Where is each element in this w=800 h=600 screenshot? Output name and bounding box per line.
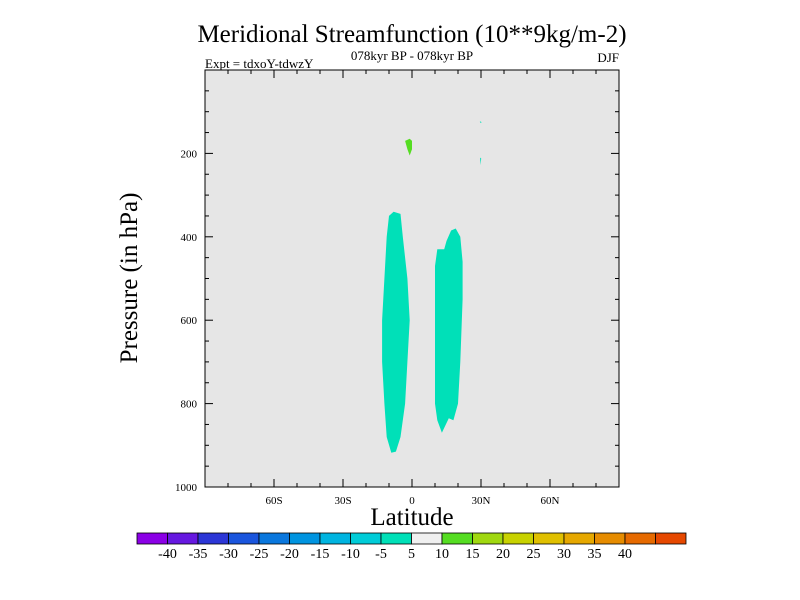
x-tick-label: 60N [541, 495, 560, 507]
colorbar-swatch [289, 532, 321, 545]
experiment-label: Expt = tdxoY-tdwzY [205, 56, 314, 71]
colorbar-swatch [380, 532, 412, 545]
x-tick-label: 60S [265, 495, 282, 507]
colorbar-label: 25 [527, 547, 541, 562]
colorbar-label: 35 [588, 547, 602, 562]
colorbar-swatch [563, 532, 595, 545]
contour-region-5 [405, 138, 412, 156]
colorbar [136, 532, 687, 545]
season-label: DJF [597, 50, 619, 65]
colorbar-swatch [624, 532, 656, 545]
colorbar-swatch [258, 532, 290, 545]
colorbar-label: -25 [250, 547, 269, 562]
colorbar-label: 10 [435, 547, 449, 562]
y-tick-label: 400 [181, 232, 198, 244]
colorbar-swatch [441, 532, 473, 545]
colorbar-label: 30 [557, 547, 571, 562]
colorbar-swatch [136, 532, 168, 545]
colorbar-swatch [472, 532, 504, 545]
contour-region-3 [479, 121, 482, 123]
plot-background [205, 70, 619, 487]
plot-frame [204, 69, 620, 488]
colorbar-swatch [411, 532, 443, 545]
contour-region-2 [435, 228, 463, 433]
contour-region-4 [480, 157, 482, 166]
colorbar-label: -30 [219, 547, 238, 562]
axis-tick-labels: 60S 30S 0 30N 60N 200 400 600 800 1000 [175, 148, 560, 507]
colorbar-label: 20 [496, 547, 510, 562]
y-tick-label: 200 [181, 148, 198, 160]
colorbar-swatch [197, 532, 229, 545]
colorbar-swatch [594, 532, 626, 545]
axis-ticks [205, 70, 619, 488]
y-tick-label: 600 [181, 315, 198, 327]
y-axis-label: Pressure (in hPa) [116, 193, 143, 364]
colorbar-swatch [167, 532, 199, 545]
colorbar-label: 40 [618, 547, 632, 562]
x-tick-label: 30N [472, 495, 491, 507]
x-tick-label: 30S [334, 495, 351, 507]
colorbar-swatch [533, 532, 565, 545]
colorbar-label: -10 [341, 547, 360, 562]
colorbar-swatch [502, 532, 534, 545]
colorbar-swatch [319, 532, 351, 545]
contour-regions [382, 121, 482, 453]
chart-subtitle: 078kyr BP - 078kyr BP [351, 48, 473, 63]
colorbar-swatch [350, 532, 382, 545]
colorbar-label: -20 [280, 547, 299, 562]
y-tick-label: 800 [181, 399, 198, 411]
colorbar-label: 5 [408, 547, 415, 562]
colorbar-swatch [655, 532, 687, 545]
colorbar-swatch [228, 532, 260, 545]
colorbar-label: -40 [158, 547, 177, 562]
colorbar-labels: -40 -35 -30 -25 -20 -15 -10 -5 5 10 15 20 25 30 35 40 [158, 547, 632, 562]
y-tick-label: 1000 [175, 482, 198, 494]
x-axis-label: Latitude [370, 504, 453, 531]
colorbar-label: -35 [189, 547, 208, 562]
colorbar-label: -15 [311, 547, 330, 562]
colorbar-label: 15 [466, 547, 480, 562]
x-tick-label: 0 [409, 495, 415, 507]
chart-title: Meridional Streamfunction (10**9kg/m-2) [197, 21, 626, 48]
colorbar-label: -5 [375, 547, 387, 562]
contour-region-1 [382, 211, 410, 453]
